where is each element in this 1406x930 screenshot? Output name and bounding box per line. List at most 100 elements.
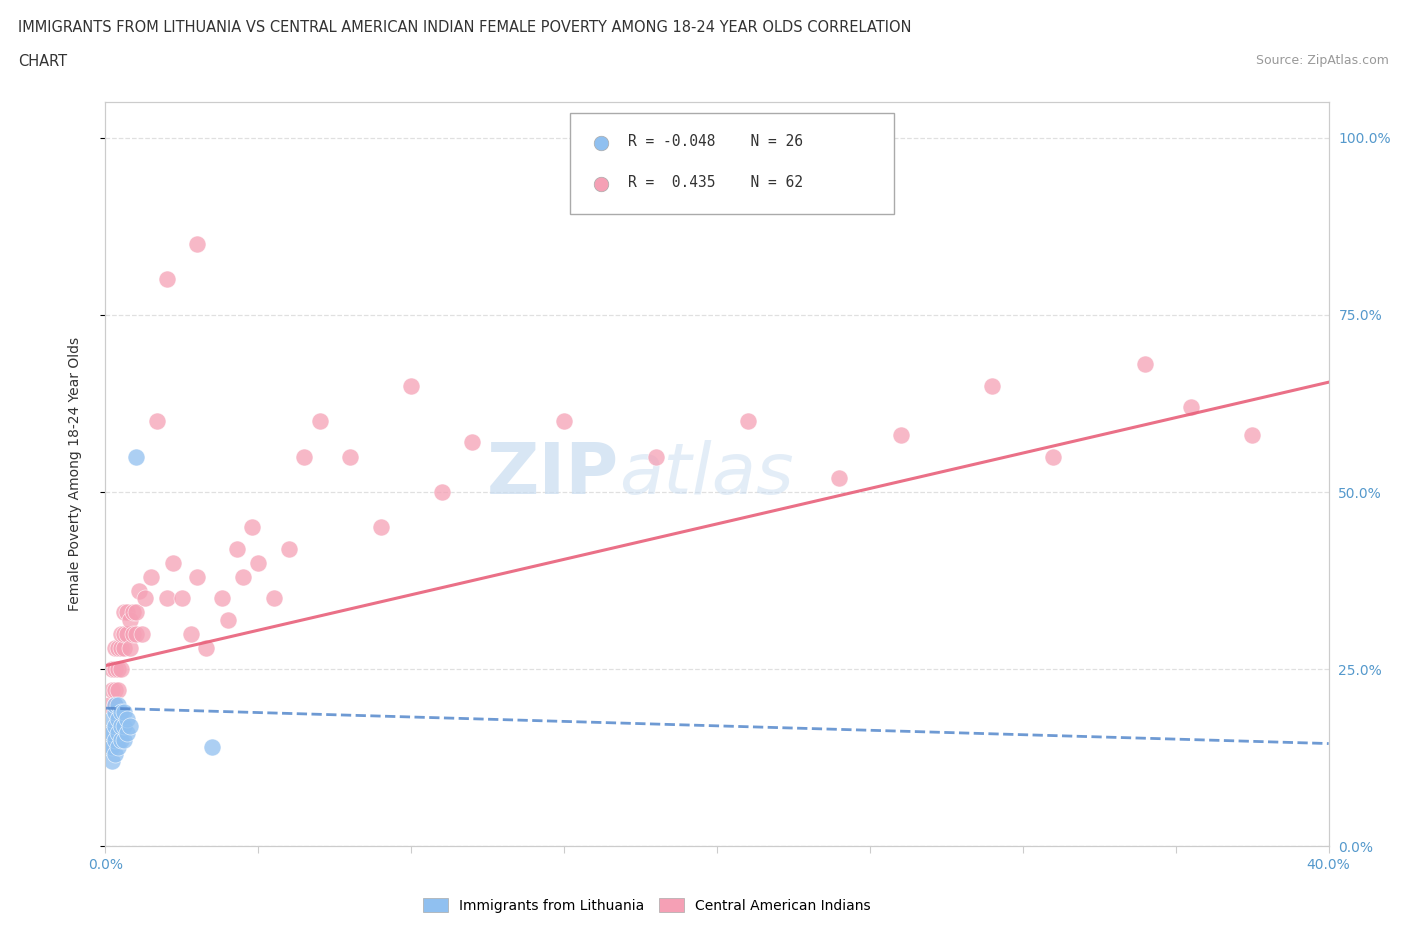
Point	[112, 733, 135, 748]
Point	[112, 605, 135, 620]
Point	[155, 272, 177, 286]
Point	[1042, 449, 1064, 464]
Point	[107, 698, 129, 712]
Point	[107, 662, 129, 677]
Point	[180, 626, 202, 641]
Point	[97, 725, 120, 740]
Point	[226, 541, 249, 556]
Point	[125, 626, 148, 641]
Text: R = -0.048    N = 26: R = -0.048 N = 26	[627, 134, 803, 149]
Point	[1180, 400, 1202, 415]
Point	[1241, 428, 1264, 443]
Point	[107, 725, 129, 740]
Point	[125, 605, 148, 620]
Point	[370, 520, 392, 535]
Point	[141, 569, 163, 584]
Point	[100, 683, 122, 698]
Point	[122, 626, 145, 641]
Point	[339, 449, 361, 464]
Point	[131, 626, 153, 641]
Point	[97, 739, 120, 754]
Point	[107, 683, 129, 698]
Point	[115, 725, 138, 740]
Point	[308, 414, 330, 429]
Point	[240, 520, 263, 535]
Point	[104, 641, 127, 656]
Text: atlas: atlas	[619, 440, 794, 509]
Point	[186, 569, 208, 584]
Point	[155, 591, 177, 605]
Text: CHART: CHART	[18, 54, 67, 69]
Point	[186, 236, 208, 251]
Point	[107, 641, 129, 656]
Text: IMMIGRANTS FROM LITHUANIA VS CENTRAL AMERICAN INDIAN FEMALE POVERTY AMONG 18-24 : IMMIGRANTS FROM LITHUANIA VS CENTRAL AME…	[18, 20, 911, 35]
Point	[211, 591, 233, 605]
Point	[112, 704, 135, 719]
Point	[1333, 208, 1355, 223]
Point	[553, 414, 575, 429]
Point	[118, 718, 141, 733]
Point	[232, 569, 254, 584]
Point	[247, 555, 270, 570]
Point	[97, 698, 120, 712]
Point	[981, 379, 1004, 393]
Point	[115, 626, 138, 641]
Point	[100, 711, 122, 726]
Point	[278, 541, 301, 556]
Point	[104, 733, 127, 748]
Point	[118, 641, 141, 656]
Point	[170, 591, 193, 605]
Point	[110, 641, 132, 656]
Point	[104, 698, 127, 712]
Legend: Immigrants from Lithuania, Central American Indians: Immigrants from Lithuania, Central Ameri…	[418, 893, 876, 919]
Point	[461, 435, 484, 450]
Point	[110, 704, 132, 719]
Point	[100, 662, 122, 677]
Point	[217, 612, 239, 627]
Point	[118, 612, 141, 627]
Point	[104, 747, 127, 762]
Point	[115, 711, 138, 726]
Point	[1333, 169, 1355, 184]
Text: R =  0.435    N = 62: R = 0.435 N = 62	[627, 175, 803, 190]
Point	[104, 698, 127, 712]
Point	[100, 725, 122, 740]
Point	[162, 555, 184, 570]
Point	[110, 626, 132, 641]
Point	[112, 641, 135, 656]
Point	[104, 683, 127, 698]
Point	[110, 662, 132, 677]
Point	[430, 485, 453, 499]
Text: ZIP: ZIP	[486, 440, 619, 509]
Point	[104, 704, 127, 719]
Point	[112, 626, 135, 641]
Point	[100, 754, 122, 769]
Point	[122, 605, 145, 620]
Point	[100, 739, 122, 754]
Point	[115, 605, 138, 620]
Point	[401, 379, 423, 393]
Point	[195, 641, 218, 656]
Point	[134, 591, 156, 605]
Point	[104, 662, 127, 677]
Point	[889, 428, 911, 443]
Point	[107, 739, 129, 754]
Point	[128, 584, 150, 599]
Point	[110, 718, 132, 733]
Point	[110, 733, 132, 748]
Y-axis label: Female Poverty Among 18-24 Year Olds: Female Poverty Among 18-24 Year Olds	[67, 338, 82, 611]
Point	[737, 414, 759, 429]
Point	[828, 471, 851, 485]
Point	[107, 711, 129, 726]
Point	[201, 739, 224, 754]
FancyBboxPatch shape	[571, 113, 894, 214]
Point	[125, 449, 148, 464]
Point	[263, 591, 285, 605]
Point	[112, 718, 135, 733]
Text: Source: ZipAtlas.com: Source: ZipAtlas.com	[1256, 54, 1389, 67]
Point	[146, 414, 169, 429]
Point	[292, 449, 315, 464]
Point	[104, 718, 127, 733]
Point	[1133, 357, 1156, 372]
Point	[644, 449, 666, 464]
